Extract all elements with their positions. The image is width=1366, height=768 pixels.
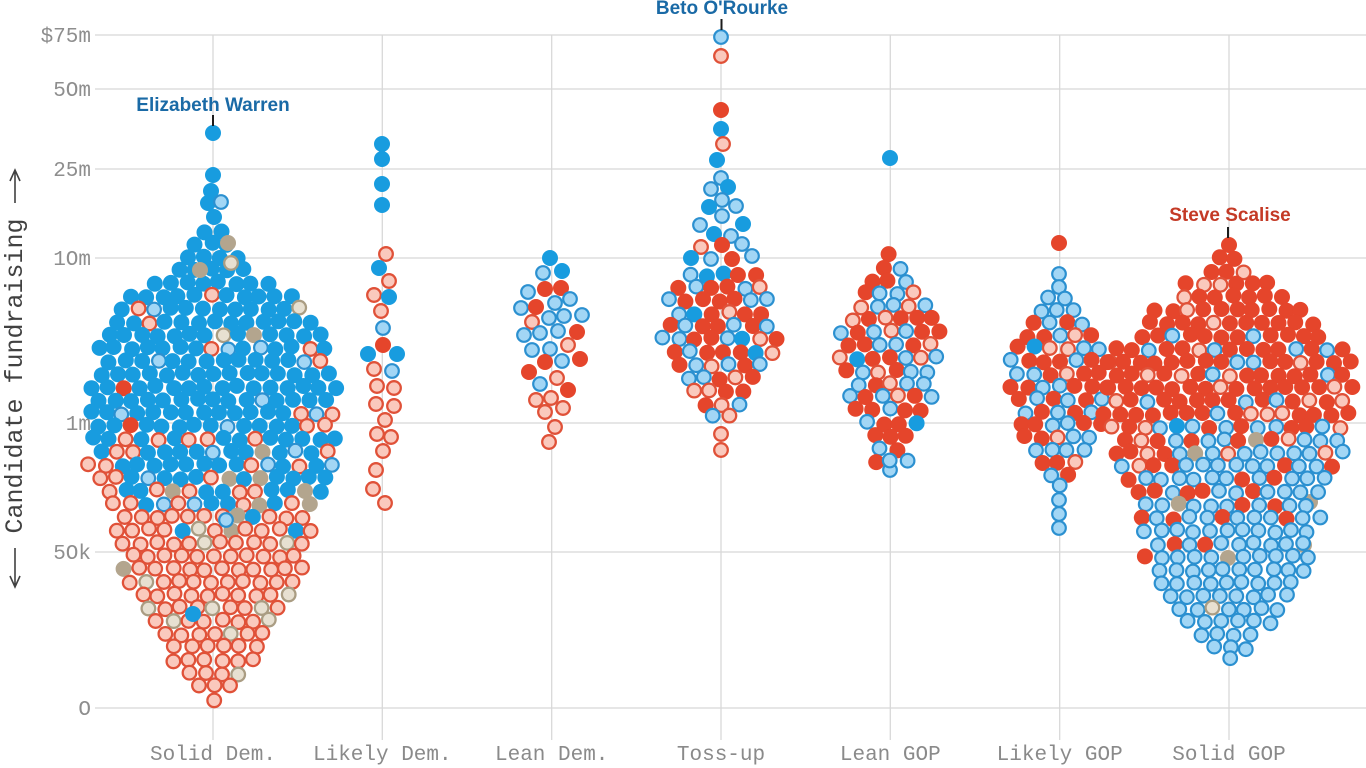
svg-text:25m: 25m [53,160,91,183]
svg-text:1Om: 1Om [53,249,91,272]
svg-text:Solid GOP: Solid GOP [1172,744,1285,767]
svg-text:Lean GOP: Lean GOP [840,744,941,767]
svg-text:O: O [78,699,91,722]
svg-text:Lean Dem.: Lean Dem. [495,744,608,767]
svg-text:5Om: 5Om [53,80,91,103]
svg-text:Likely Dem.: Likely Dem. [313,744,452,767]
svg-text:Likely GOP: Likely GOP [997,744,1123,767]
svg-text:$75m: $75m [41,26,91,49]
svg-text:Solid Dem.: Solid Dem. [150,744,276,767]
svg-text:1m: 1m [66,414,91,437]
svg-text:Candidate fundraising: Candidate fundraising [1,218,30,533]
svg-text:Elizabeth Warren: Elizabeth Warren [136,95,289,116]
svg-text:5Ok: 5Ok [53,543,91,566]
svg-text:Toss-up: Toss-up [677,744,765,767]
svg-text:Beto O'Rourke: Beto O'Rourke [656,0,788,19]
svg-text:Steve Scalise: Steve Scalise [1169,205,1290,226]
